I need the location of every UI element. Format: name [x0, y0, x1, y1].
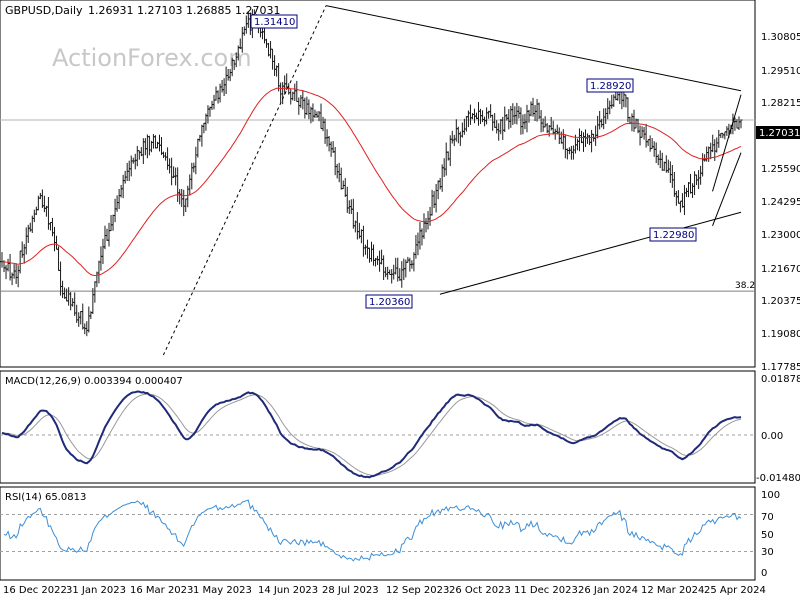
rsi-tick: 70 — [761, 512, 774, 523]
watermark: ActionForex.com — [52, 44, 252, 72]
price-tick: 1.17785 — [761, 362, 800, 373]
macd-tick: -0.014806 — [756, 473, 800, 484]
trendline-1 — [439, 211, 742, 295]
price-tick: 1.30805 — [761, 32, 800, 43]
time-tick: 1 May 2023 — [193, 585, 252, 596]
current-price-badge — [756, 126, 800, 139]
time-tick: 28 Jul 2023 — [322, 585, 379, 596]
time-tick: 16 Mar 2023 — [130, 585, 193, 596]
price-tick: 1.23000 — [761, 230, 800, 241]
macd-panel-frame — [0, 370, 756, 484]
rsi-tick: 30 — [761, 547, 774, 558]
svg-text:1.20360: 1.20360 — [369, 297, 410, 308]
svg-text:1.31410: 1.31410 — [254, 17, 295, 28]
macd-title: MACD(12,26,9) 0.003394 0.000407 — [5, 376, 183, 387]
rsi-title: RSI(14) 65.0813 — [5, 492, 86, 503]
rsi-panel-frame — [0, 486, 756, 581]
time-tick: 25 Apr 2024 — [704, 585, 766, 596]
price-tick: 1.28215 — [761, 98, 800, 109]
trendline-2 — [712, 152, 742, 226]
rsi-tick: 100 — [761, 490, 780, 501]
annotation-high-2024: 1.28920 — [586, 78, 634, 93]
time-tick: 31 Jan 2023 — [66, 585, 126, 596]
current-price-label: 1.27031 — [759, 128, 800, 139]
macd-tick: 0.018783 — [761, 374, 800, 385]
price-tick: 1.19080 — [761, 329, 800, 340]
time-tick: 12 Sep 2023 — [386, 585, 449, 596]
macd-tick: 0.00 — [761, 431, 783, 442]
rsi-tick: 50 — [761, 530, 774, 541]
time-tick: 26 Jan 2024 — [578, 585, 638, 596]
svg-text:1.22980: 1.22980 — [653, 230, 694, 241]
rsi-tick: 0 — [761, 568, 767, 579]
price-tick: 1.20375 — [761, 296, 800, 307]
fib-level-label: 38.2 — [735, 281, 755, 291]
time-tick: 11 Dec 2023 — [514, 585, 578, 596]
annotation-low-2024: 1.22980 — [649, 227, 697, 242]
trendline-4 — [162, 5, 327, 356]
ohlc-label: 1.26931 1.27103 1.26885 1.27031 — [88, 4, 280, 17]
moving-average-line — [1, 87, 742, 277]
price-tick: 1.25590 — [761, 164, 800, 175]
time-tick: 12 Mar 2024 — [641, 585, 704, 596]
price-tick: 1.24295 — [761, 197, 800, 208]
svg-text:1.28920: 1.28920 — [590, 81, 631, 92]
annotation-low-2023: 1.20360 — [365, 294, 413, 309]
trendline-3 — [712, 94, 742, 192]
time-tick: 16 Dec 2022 — [3, 585, 67, 596]
symbol-label: GBPUSD,Daily — [5, 4, 83, 17]
price-tick: 1.29510 — [761, 66, 800, 77]
time-tick: 14 Jun 2023 — [258, 585, 318, 596]
trendline-0 — [325, 5, 742, 92]
annotation-high-2023: 1.31410 — [250, 14, 298, 29]
price-tick: 1.21670 — [761, 264, 800, 275]
time-tick: 26 Oct 2023 — [449, 585, 511, 596]
rsi-line — [3, 499, 742, 562]
macd-line — [1, 390, 742, 479]
